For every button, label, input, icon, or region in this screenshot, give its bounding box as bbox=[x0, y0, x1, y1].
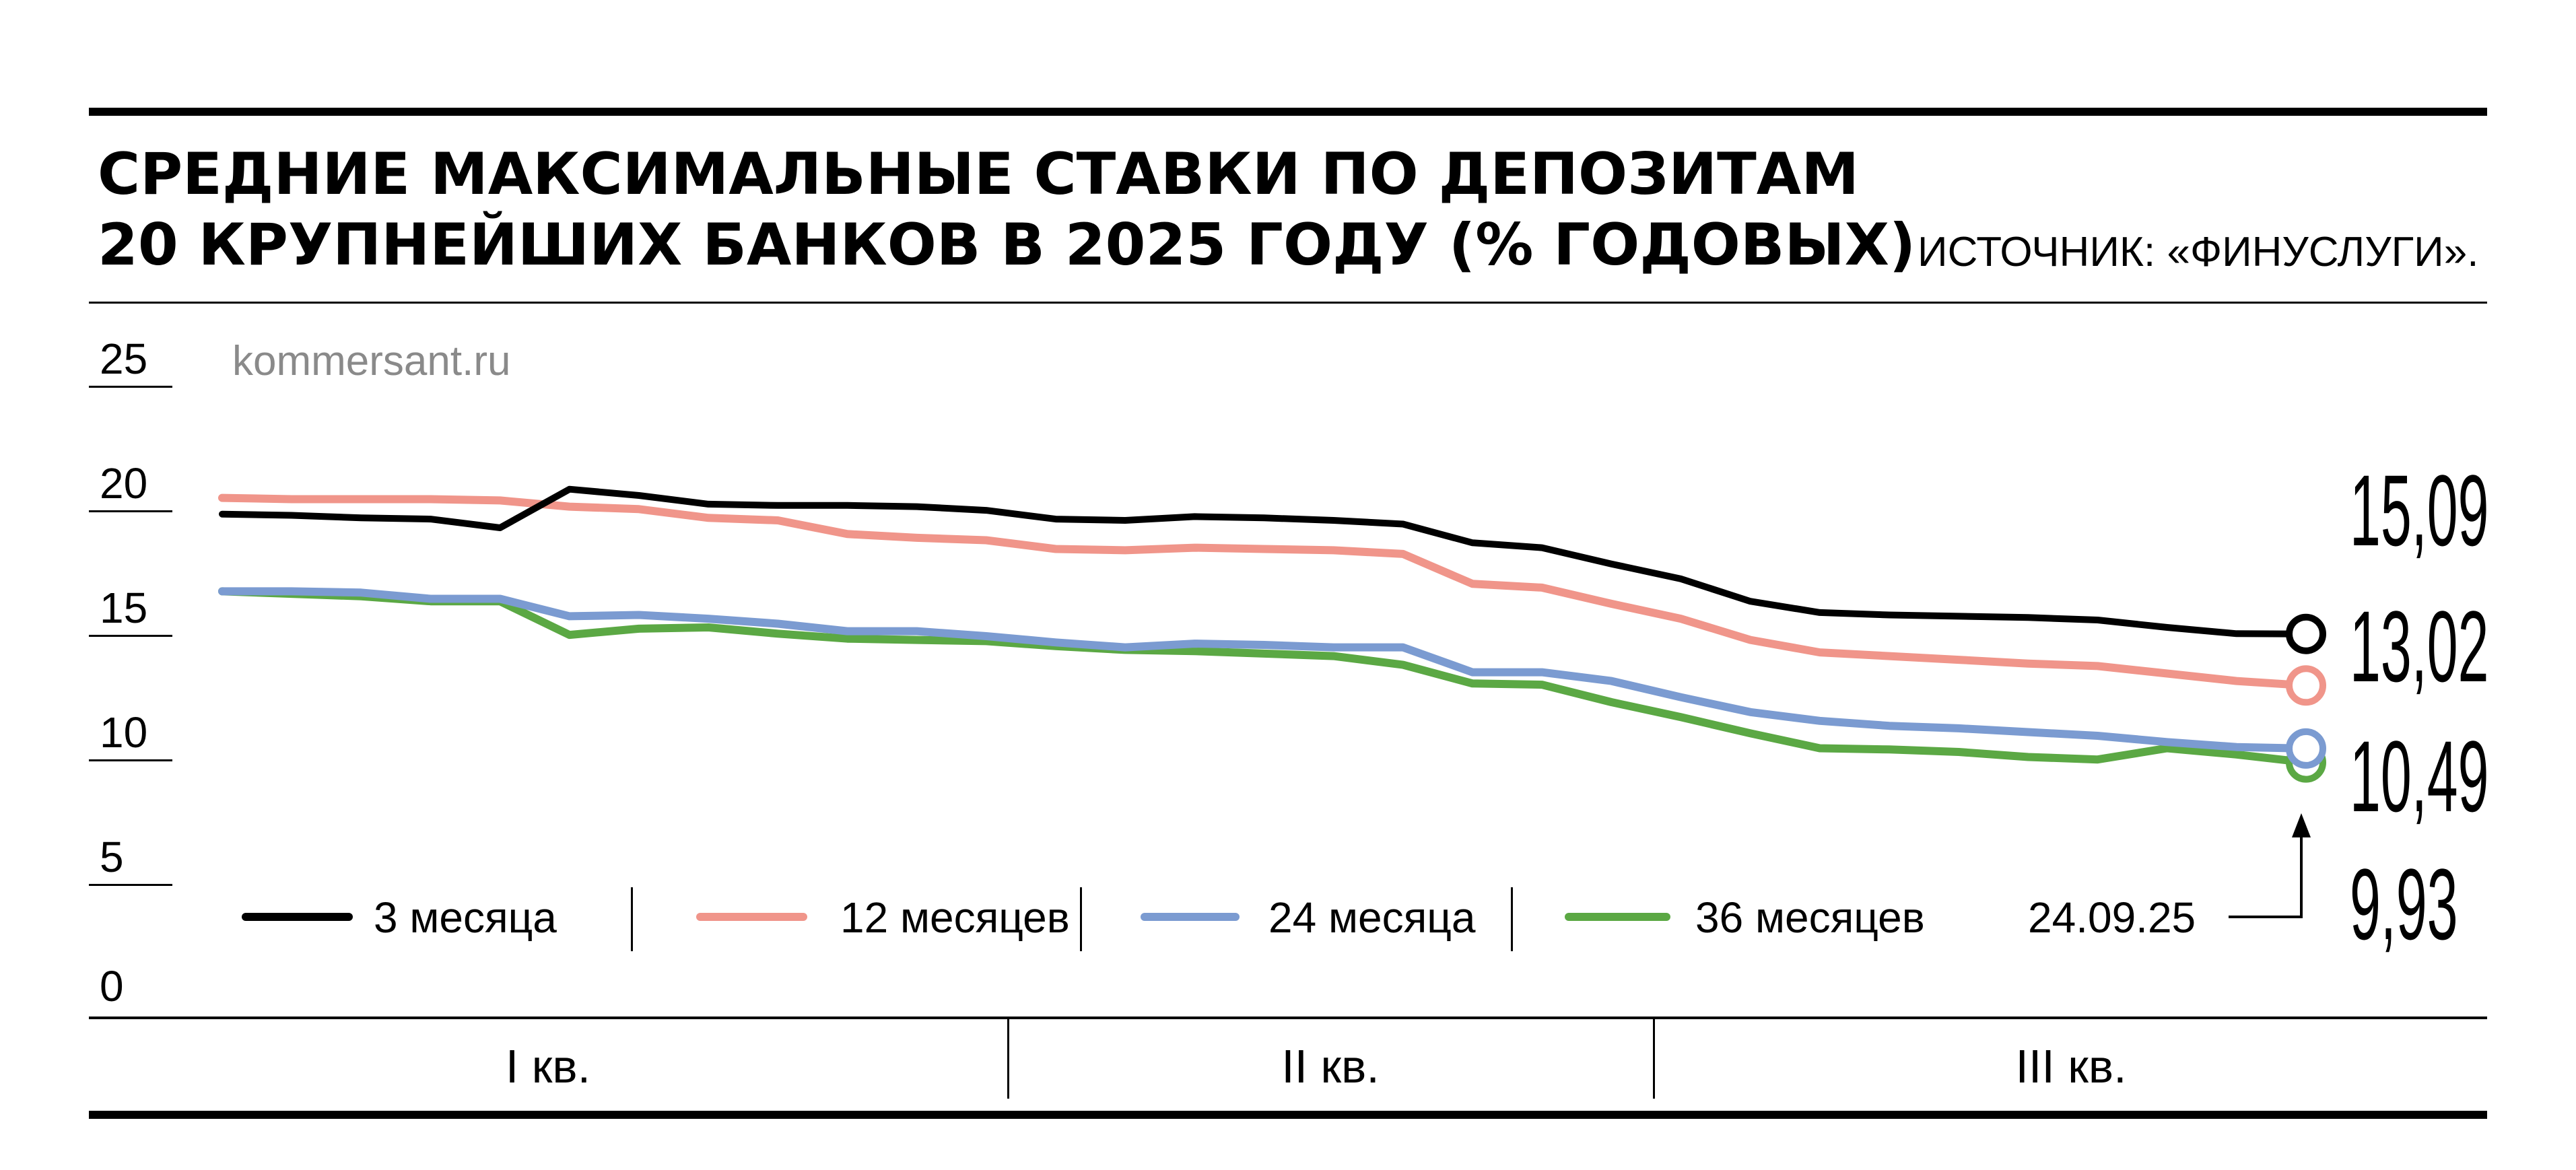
y-axis: 25 20 15 10 5 0 bbox=[89, 335, 172, 1010]
y-tick-mark bbox=[89, 386, 172, 388]
quarter-label: II кв. bbox=[1281, 1040, 1380, 1093]
legend-label: 36 месяцев bbox=[1695, 893, 1925, 942]
end-value-label: 9,93 bbox=[2350, 848, 2458, 961]
quarter-divider-1 bbox=[1007, 1017, 1009, 1099]
y-tick-mark bbox=[89, 510, 172, 512]
series-line-3-months bbox=[219, 485, 2309, 638]
end-marker-3-months bbox=[2286, 613, 2326, 654]
series-lines bbox=[218, 485, 2310, 767]
legend-label: 3 месяца bbox=[374, 893, 557, 942]
legend-separator bbox=[1511, 887, 1513, 951]
series-line-12-months bbox=[218, 493, 2310, 690]
legend-label: 12 месяцев bbox=[840, 893, 1070, 942]
y-tick-label: 25 bbox=[100, 335, 147, 383]
legend-separator bbox=[1080, 887, 1082, 951]
end-marker-24-months bbox=[2286, 728, 2326, 769]
y-tick-label: 5 bbox=[100, 833, 124, 881]
end-value-label: 10,49 bbox=[2350, 720, 2488, 833]
date-callout-leader bbox=[2229, 835, 2303, 918]
y-tick-label: 20 bbox=[100, 459, 147, 508]
legend-separator bbox=[631, 887, 633, 951]
end-markers bbox=[2286, 613, 2326, 783]
end-value-label: 13,02 bbox=[2350, 590, 2488, 703]
series-line-36-months bbox=[218, 587, 2310, 767]
legend-label: 24 месяца bbox=[1268, 893, 1476, 942]
y-tick-mark bbox=[89, 884, 172, 886]
chart-title-line1: СРЕДНИЕ МАКСИМАЛЬНЫЕ СТАВКИ ПО ДЕПОЗИТАМ bbox=[98, 141, 1859, 208]
y-tick-mark bbox=[89, 759, 172, 761]
y-tick-label: 15 bbox=[100, 584, 147, 632]
end-marker-12-months bbox=[2286, 665, 2326, 706]
quarter-label: I кв. bbox=[506, 1040, 590, 1093]
watermark: kommersant.ru bbox=[232, 338, 510, 384]
xaxis-top-rule bbox=[89, 1017, 2487, 1019]
source-note: ИСТОЧНИК: «ФИНУСЛУГИ». bbox=[1918, 229, 2478, 275]
legend: 3 месяца 12 месяцев 24 месяца 36 месяцев bbox=[242, 887, 1925, 951]
y-tick-mark bbox=[89, 635, 172, 637]
header-divider bbox=[89, 302, 2487, 304]
top-rule bbox=[89, 108, 2487, 116]
series-line-24-months bbox=[218, 587, 2310, 753]
chart-title-line2: 20 КРУПНЕЙШИХ БАНКОВ В 2025 ГОДУ (% ГОДО… bbox=[98, 211, 1916, 279]
quarter-label: III кв. bbox=[2015, 1040, 2126, 1093]
quarter-divider-2 bbox=[1653, 1017, 1655, 1099]
end-value-label: 15,09 bbox=[2350, 454, 2488, 567]
bottom-rule bbox=[89, 1111, 2487, 1119]
date-callout-arrowhead bbox=[2292, 813, 2311, 837]
date-callout-label: 24.09.25 bbox=[2028, 893, 2196, 942]
y-tick-label: 10 bbox=[100, 708, 147, 757]
y-tick-label: 0 bbox=[100, 962, 124, 1010]
